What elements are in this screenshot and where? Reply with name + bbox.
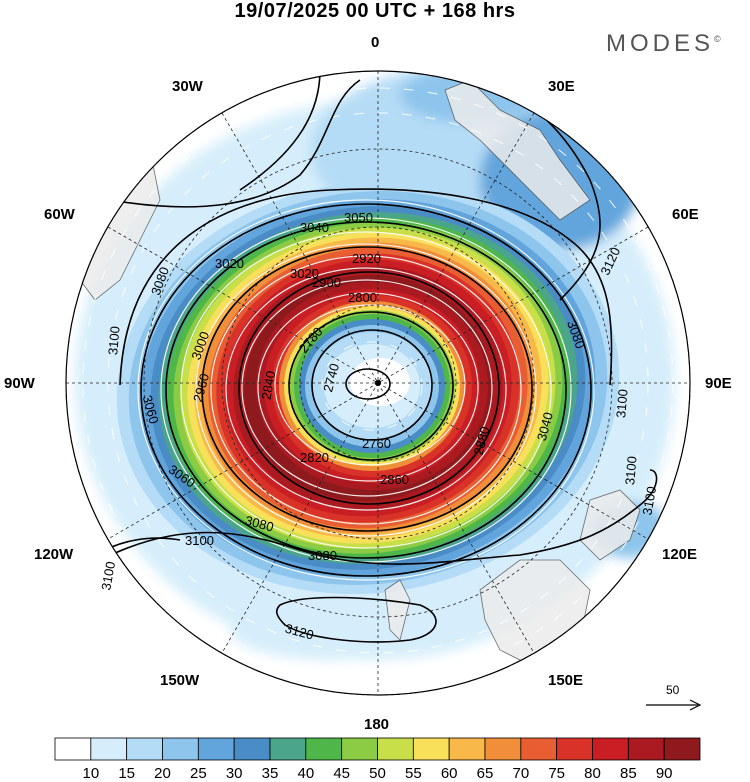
- contour-label: 3100: [639, 485, 659, 516]
- lon-label-30w: 30W: [172, 78, 203, 95]
- contour-label: 3020: [215, 256, 244, 271]
- colorbar-label: 60: [440, 765, 458, 782]
- colorbar-label: 70: [512, 765, 530, 782]
- contour-label: 3100: [622, 456, 639, 486]
- colorbar-swatch: [269, 737, 307, 761]
- colorbar-label: 20: [154, 765, 171, 782]
- colorbar-label: 15: [118, 765, 135, 782]
- contour-label: 3020: [290, 266, 319, 281]
- colorbar-label: 80: [584, 765, 601, 782]
- lon-label-120w: 120W: [34, 546, 74, 563]
- brand-mark: ©: [714, 34, 721, 44]
- contour-label: 3080: [308, 548, 337, 563]
- colorbar: [54, 737, 701, 761]
- colorbar-swatch: [484, 737, 522, 761]
- lon-label-90w: 90W: [4, 375, 35, 392]
- contour-label: 3060: [140, 394, 162, 426]
- colorbar-swatch: [197, 737, 235, 761]
- colorbar-swatch: [162, 737, 199, 761]
- land-masses: [79, 79, 641, 671]
- contour-label: 2880: [471, 425, 493, 457]
- colorbar-swatch: [233, 737, 271, 761]
- contour-label: 3100: [98, 560, 118, 591]
- contour-label: 2860: [380, 472, 409, 487]
- colorbar-label: 90: [655, 765, 673, 782]
- contour-label: 2840: [259, 370, 279, 401]
- colorbar-swatch: [627, 737, 665, 761]
- lon-label-60e: 60E: [672, 206, 699, 223]
- contour-label-group: 3050 3040 3020 2920 3020 2900 2800 2780 …: [98, 210, 659, 643]
- contour-label: 2920: [352, 251, 381, 266]
- colorbar-swatch: [663, 737, 701, 761]
- brand-name: MODES: [606, 30, 715, 57]
- contour-label: 2900: [312, 275, 341, 290]
- lon-label-150w: 150W: [160, 672, 200, 689]
- colorbar-swatch: [592, 737, 629, 761]
- lon-label-120e: 120E: [662, 546, 698, 563]
- lon-label-180: 180: [364, 716, 390, 733]
- colorbar-swatch: [305, 737, 343, 761]
- colorbar-swatch: [54, 737, 92, 761]
- colorbar-swatch: [90, 737, 128, 761]
- contour-label: 2800: [348, 290, 377, 305]
- contour-label: 2960: [190, 372, 212, 404]
- colorbar-swatch: [126, 737, 163, 761]
- colorbar-swatch: [341, 737, 378, 761]
- contour-label: 3050: [344, 210, 373, 225]
- colorbar-swatch: [412, 737, 450, 761]
- wind-speed-field: [66, 71, 690, 695]
- colorbar-swatch: [520, 737, 558, 761]
- map-title: 19/07/2025 00 UTC + 168 hrs: [234, 0, 516, 22]
- colorbar-label: 85: [619, 765, 637, 782]
- contour-label: 3100: [105, 326, 122, 356]
- colorbar-label: 65: [476, 765, 494, 782]
- lon-label-0: 0: [371, 34, 380, 51]
- colorbar-label: 40: [297, 765, 315, 782]
- lon-label-90e: 90E: [705, 375, 732, 392]
- colorbar-swatch: [556, 737, 593, 761]
- contour-label: 2760: [362, 436, 391, 451]
- contour-label: 2820: [300, 450, 329, 465]
- lon-label-60w: 60W: [44, 206, 75, 223]
- colorbar-swatch: [448, 737, 486, 761]
- contour-label: 3120: [284, 621, 316, 643]
- contour-label: 3040: [534, 411, 556, 443]
- lon-label-150e: 150E: [548, 672, 584, 689]
- colorbar-label: 35: [261, 765, 279, 782]
- scale-vector-label: 50: [666, 683, 680, 697]
- brand-logo: MODES©: [606, 30, 721, 58]
- colorbar-label: 25: [189, 765, 207, 782]
- colorbar-label: 75: [548, 765, 565, 782]
- colorbar-label: 30: [225, 765, 243, 782]
- wind-vectors: [137, 199, 595, 581]
- contour-label: 3100: [613, 388, 630, 418]
- contour-label: 3040: [300, 220, 329, 235]
- contour-label: 3080: [244, 513, 276, 535]
- colorbar-label: 50: [369, 765, 386, 782]
- scale-vector: [646, 699, 702, 711]
- colorbar-label: 45: [333, 765, 350, 782]
- height-contours: [95, 71, 658, 643]
- contour-label: 2740: [320, 362, 342, 394]
- colorbar-swatch: [377, 737, 414, 761]
- contour-label: 3100: [185, 533, 214, 548]
- colorbar-label: 10: [82, 765, 100, 782]
- colorbar-label: 55: [404, 765, 422, 782]
- lon-label-30e: 30E: [548, 78, 575, 95]
